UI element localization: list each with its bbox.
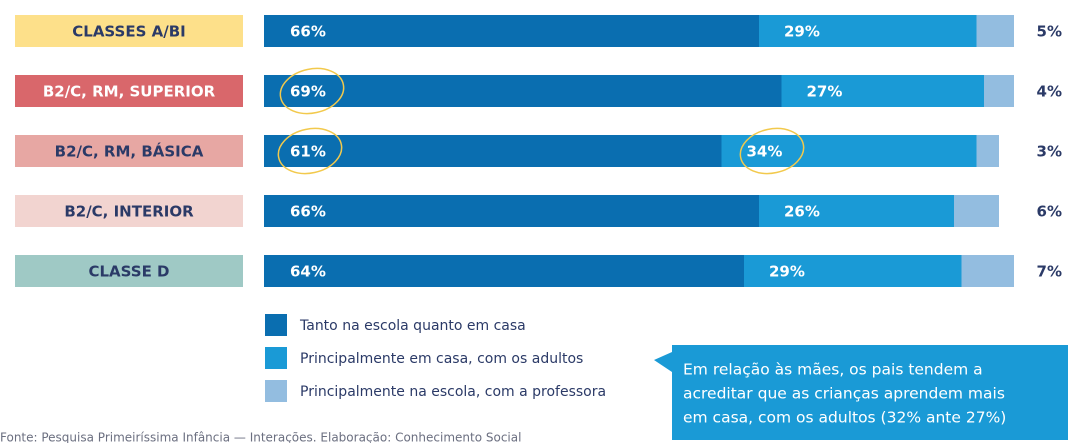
value-label: 34% bbox=[747, 143, 783, 161]
bar-segment bbox=[744, 255, 962, 287]
category-label: B2/C, INTERIOR bbox=[64, 203, 194, 221]
category-label: CLASSES A/BI bbox=[72, 23, 185, 41]
marks: CLASSES A/BI 66% 29% 5% B2/C, RM, SUPERIOR 69… bbox=[15, 15, 1062, 402]
source: Fonte: Pesquisa Primeiríssima Infância —… bbox=[0, 431, 521, 443]
legend-label: Tanto na escola quanto em casa bbox=[299, 318, 526, 334]
value-label: 61% bbox=[290, 143, 326, 161]
callout-box bbox=[654, 345, 1068, 440]
legend-swatch bbox=[265, 347, 287, 369]
value-label: 29% bbox=[784, 23, 820, 41]
value-label: 29% bbox=[769, 263, 805, 281]
bar-segment bbox=[781, 75, 984, 107]
highlight-circle bbox=[277, 127, 343, 175]
value-label: 3% bbox=[1037, 143, 1062, 161]
value-label: 26% bbox=[784, 203, 820, 221]
legend-label: Principalmente em casa, com os adultos bbox=[300, 351, 583, 367]
bar-segment bbox=[264, 135, 722, 167]
bar-segment bbox=[984, 75, 1014, 107]
value-label: 6% bbox=[1037, 203, 1062, 221]
value-label: 4% bbox=[1037, 83, 1062, 101]
annotation-line: Em relação às mães, os pais tendem a bbox=[683, 361, 983, 379]
category-box bbox=[15, 135, 243, 167]
bar-segment bbox=[976, 135, 999, 167]
category-box bbox=[15, 75, 243, 107]
value-label: 66% bbox=[290, 23, 326, 41]
category-label: B2/C, RM, SUPERIOR bbox=[43, 83, 216, 101]
category-box bbox=[15, 255, 243, 287]
bar-segment bbox=[264, 15, 759, 47]
value-label: 5% bbox=[1037, 23, 1062, 41]
legend-swatch bbox=[265, 314, 287, 336]
value-label: 69% bbox=[290, 83, 326, 101]
bar-segment bbox=[759, 15, 977, 47]
highlights bbox=[277, 67, 805, 175]
category-box bbox=[15, 195, 243, 227]
bar-segment bbox=[264, 255, 744, 287]
bar-segment bbox=[264, 195, 759, 227]
value-label: 64% bbox=[290, 263, 326, 281]
highlight-circle bbox=[739, 127, 805, 175]
bar-segment bbox=[961, 255, 1014, 287]
bar-segment bbox=[976, 15, 1014, 47]
category-label: B2/C, RM, BÁSICA bbox=[55, 142, 204, 161]
legend-label: Principalmente na escola, com a professo… bbox=[300, 384, 606, 400]
value-label: 27% bbox=[807, 83, 843, 101]
bar-segment bbox=[759, 195, 954, 227]
annotation-line: em casa, com os adultos (32% ante 27%) bbox=[683, 409, 1006, 427]
bar-segment bbox=[264, 75, 782, 107]
category-box bbox=[15, 15, 243, 47]
highlight-circle bbox=[279, 67, 345, 115]
value-label: 66% bbox=[290, 203, 326, 221]
bar-segment bbox=[721, 135, 977, 167]
category-label: CLASSE D bbox=[88, 263, 169, 281]
annotation-line: acreditar que as crianças aprendem mais bbox=[683, 385, 1005, 403]
value-label: 7% bbox=[1037, 263, 1062, 281]
legend-swatch bbox=[265, 380, 287, 402]
bar-segment bbox=[954, 195, 999, 227]
